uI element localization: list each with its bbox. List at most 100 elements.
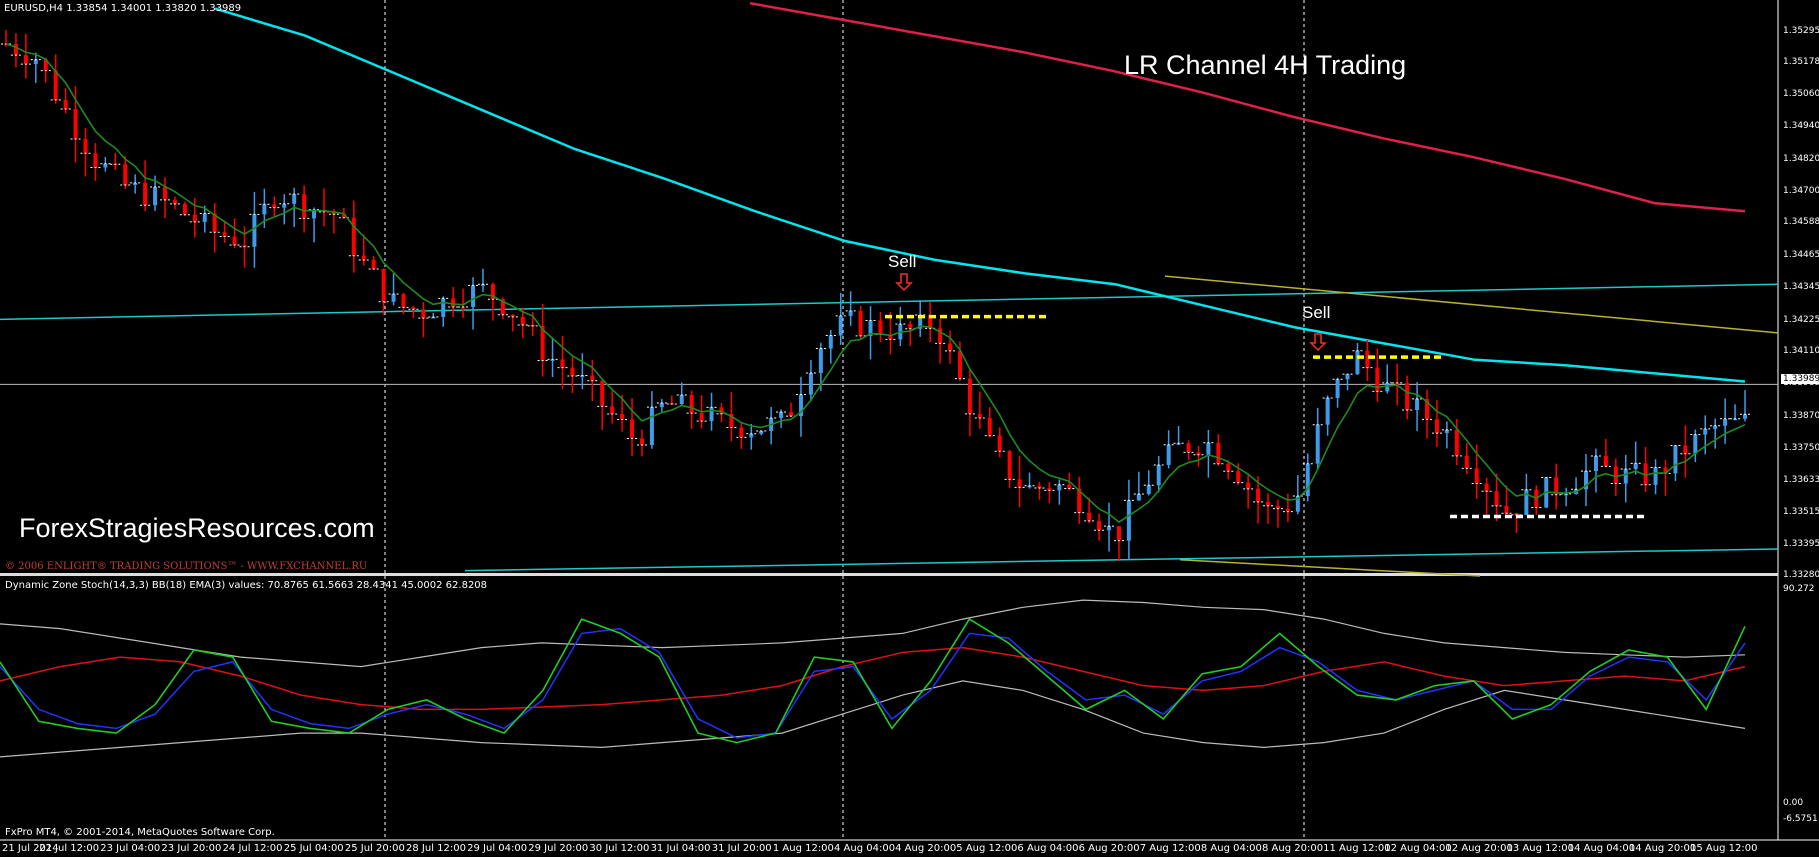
price-tick: 1.33515 — [1783, 506, 1819, 517]
candle-body — [620, 414, 625, 420]
candle-body — [341, 214, 346, 218]
time-label: 5 Aug 12:00 — [956, 843, 1018, 854]
price-scale[interactable]: 1.35295 1.35178 1.35060 1.34940 1.34820 1.347… — [1779, 0, 1819, 857]
candle-body — [918, 315, 923, 329]
candle-body — [848, 310, 853, 316]
price-tick: 1.34465 — [1783, 249, 1819, 260]
time-label: 25 Jul 04:00 — [283, 843, 344, 854]
lr-yellow-upper — [1164, 275, 1779, 334]
candle-body — [431, 316, 436, 319]
candle-body — [1415, 398, 1420, 411]
time-label: 31 Jul 20:00 — [711, 843, 772, 854]
candle-body — [540, 325, 545, 361]
price-tick: 1.34700 — [1783, 186, 1819, 197]
candle-body — [1603, 456, 1608, 467]
time-label: 23 Jul 20:00 — [161, 843, 222, 854]
candle-body — [520, 316, 525, 326]
candle-body — [1643, 463, 1648, 485]
candle-body — [83, 138, 88, 154]
candle-body — [1653, 467, 1658, 485]
candle-body — [888, 334, 893, 340]
candle-body — [33, 59, 38, 65]
candle-body — [1554, 477, 1559, 495]
candle-body — [1464, 455, 1469, 469]
candle-body — [739, 427, 744, 438]
candle-body — [1107, 526, 1112, 531]
candle-body — [1484, 483, 1489, 492]
candle-body — [838, 315, 843, 336]
price-tick: 1.33870 — [1783, 410, 1819, 421]
candle-body — [182, 203, 187, 215]
price-tick: 1.34940 — [1783, 121, 1819, 132]
candle-body — [1613, 466, 1618, 484]
candle-body — [729, 413, 734, 428]
candle-body — [699, 413, 704, 422]
candle-body — [212, 213, 217, 233]
candle-body — [759, 430, 764, 434]
candle-body — [153, 187, 158, 206]
candle-body — [361, 255, 366, 260]
candle-body — [162, 187, 167, 200]
candle-body — [1733, 418, 1738, 421]
time-label: 12 Aug 04:00 — [1384, 843, 1452, 854]
price-tick: 1.35060 — [1783, 89, 1819, 100]
candle-body — [1405, 382, 1410, 411]
candle-body — [222, 232, 227, 237]
candle-body — [1295, 496, 1300, 512]
candle-body — [977, 413, 982, 418]
candle-body — [649, 407, 654, 446]
time-label: 4 Aug 04:00 — [834, 843, 896, 854]
time-label: 11 Aug 12:00 — [1323, 843, 1391, 854]
price-tick: 1.34820 — [1783, 153, 1819, 164]
candle-body — [689, 395, 694, 414]
candle-body — [143, 182, 148, 206]
candle-body — [302, 194, 307, 219]
candle-body — [451, 298, 456, 307]
candle-body — [1216, 442, 1221, 464]
indicator-tick: -6.5751 — [1783, 814, 1818, 824]
candle-body — [948, 343, 953, 351]
ema-line — [5, 43, 1746, 524]
candle-body — [1256, 488, 1261, 502]
time-label: 7 Aug 12:00 — [1139, 843, 1201, 854]
candle-body — [1454, 429, 1459, 456]
time-label: 15 Aug 12:00 — [1690, 843, 1758, 854]
candle-body — [1723, 418, 1728, 426]
ma-red-line — [749, 1, 1746, 213]
candle-body — [610, 406, 615, 415]
candle-body — [202, 213, 207, 222]
candle-body — [262, 204, 267, 215]
indicator-header: Dynamic Zone Stoch(14,3,3) BB(18) EMA(3)… — [5, 580, 488, 591]
sell-arrow-icon — [1309, 333, 1327, 352]
candle-body — [828, 335, 833, 349]
candle-body — [1584, 471, 1589, 490]
candle-body — [471, 285, 476, 307]
stoch-ema-line — [0, 646, 1746, 711]
candle-body — [53, 70, 58, 100]
candle-body — [272, 204, 277, 208]
site-watermark: ForexStragiesResources.com — [19, 513, 375, 543]
time-label: 24 Jul 12:00 — [222, 843, 283, 854]
candle-body — [1097, 520, 1102, 531]
candle-body — [1514, 513, 1519, 515]
symbol-header: EURUSD,H4 1.33854 1.34001 1.33820 1.3398… — [4, 3, 242, 14]
candle-body — [967, 378, 972, 414]
candle-body — [1693, 434, 1698, 454]
candle-body — [391, 294, 396, 302]
candle-body — [312, 209, 317, 219]
candle-body — [93, 153, 98, 168]
time-label: 31 Jul 04:00 — [650, 843, 711, 854]
candle-body — [1126, 500, 1131, 541]
candle-body — [1136, 493, 1141, 501]
candle-body — [381, 268, 386, 302]
candle-body — [63, 99, 68, 110]
candle-body — [1345, 374, 1350, 380]
price-tick: 1.33750 — [1783, 443, 1819, 453]
candle-body — [938, 328, 943, 344]
candle-body — [13, 43, 18, 56]
candle-body — [1633, 463, 1638, 470]
candle-body — [1116, 526, 1121, 541]
chart-title-text: LR Channel 4H Trading — [1124, 50, 1407, 80]
